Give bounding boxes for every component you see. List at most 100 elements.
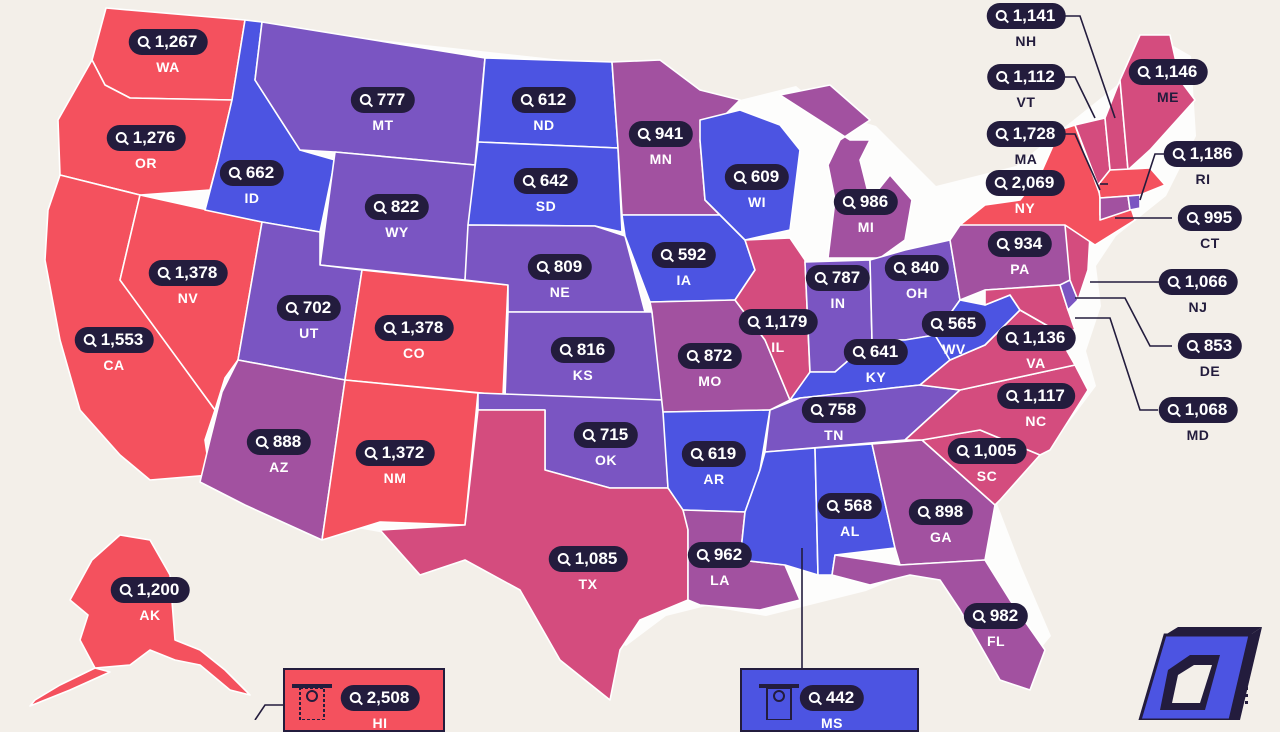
value-pill-ny[interactable]: 2,069 (985, 170, 1065, 196)
marker-mi[interactable]: 986 MI (833, 189, 899, 235)
value-pill-sc[interactable]: 1,005 (947, 438, 1027, 464)
value-pill-id[interactable]: 662 (219, 160, 285, 186)
value-pill-tx[interactable]: 1,085 (548, 546, 628, 572)
value-pill-va[interactable]: 1,136 (996, 325, 1076, 351)
marker-mt[interactable]: 777 MT (350, 87, 416, 133)
value-pill-wv[interactable]: 565 (921, 311, 987, 337)
marker-ga[interactable]: 898 GA (908, 499, 974, 545)
marker-me[interactable]: 1,146 ME (1128, 59, 1208, 105)
marker-tx[interactable]: 1,085 TX (548, 546, 628, 592)
value-pill-mi[interactable]: 986 (833, 189, 899, 215)
value-pill-wy[interactable]: 822 (364, 194, 430, 220)
value-pill-co[interactable]: 1,378 (374, 315, 454, 341)
value-pill-ia[interactable]: 592 (651, 242, 717, 268)
marker-ct[interactable]: 995 CT (1177, 205, 1243, 251)
value-pill-hi[interactable]: 2,508 (340, 685, 420, 711)
marker-mo[interactable]: 872 MO (677, 343, 743, 389)
value-pill-in[interactable]: 787 (805, 265, 871, 291)
marker-pa[interactable]: 934 PA (987, 231, 1053, 277)
marker-mn[interactable]: 941 MN (628, 121, 694, 167)
marker-ny[interactable]: 2,069 NY (985, 170, 1065, 216)
marker-nj[interactable]: 1,066 NJ (1158, 269, 1238, 315)
value-pill-or[interactable]: 1,276 (106, 125, 186, 151)
marker-ks[interactable]: 816 KS (550, 337, 616, 383)
marker-al[interactable]: 568 AL (817, 493, 883, 539)
marker-de[interactable]: 853 DE (1177, 333, 1243, 379)
value-pill-ri[interactable]: 1,186 (1163, 141, 1243, 167)
value-pill-mo[interactable]: 872 (677, 343, 743, 369)
marker-va[interactable]: 1,136 VA (996, 325, 1076, 371)
marker-wa[interactable]: 1,267 WA (128, 29, 208, 75)
marker-vt[interactable]: 1,112 VT (987, 64, 1065, 110)
value-pill-de[interactable]: 853 (1177, 333, 1243, 359)
value-pill-pa[interactable]: 934 (987, 231, 1053, 257)
marker-ne[interactable]: 809 NE (527, 254, 593, 300)
marker-nc[interactable]: 1,117 NC (997, 383, 1075, 429)
value-pill-ky[interactable]: 641 (843, 339, 909, 365)
value-pill-nd[interactable]: 612 (511, 87, 577, 113)
marker-ia[interactable]: 592 IA (651, 242, 717, 288)
state-ri[interactable] (1127, 194, 1141, 211)
marker-wv[interactable]: 565 WV (921, 311, 987, 357)
value-pill-tn[interactable]: 758 (801, 397, 867, 423)
value-pill-la[interactable]: 962 (687, 542, 753, 568)
marker-oh[interactable]: 840 OH (884, 255, 950, 301)
marker-ms[interactable]: 442 MS (799, 685, 865, 731)
marker-ar[interactable]: 619 AR (681, 441, 747, 487)
marker-la[interactable]: 962 LA (687, 542, 753, 588)
value-pill-ks[interactable]: 816 (550, 337, 616, 363)
marker-id[interactable]: 662 ID (219, 160, 285, 206)
value-pill-mn[interactable]: 941 (628, 121, 694, 147)
marker-wi[interactable]: 609 WI (724, 164, 790, 210)
marker-sd[interactable]: 642 SD (513, 168, 579, 214)
marker-sc[interactable]: 1,005 SC (947, 438, 1027, 484)
value-pill-md[interactable]: 1,068 (1158, 397, 1238, 423)
value-pill-wa[interactable]: 1,267 (128, 29, 208, 55)
value-pill-ms[interactable]: 442 (799, 685, 865, 711)
state-tx[interactable] (379, 409, 689, 701)
value-pill-ar[interactable]: 619 (681, 441, 747, 467)
marker-md[interactable]: 1,068 MD (1158, 397, 1238, 443)
value-pill-vt[interactable]: 1,112 (987, 64, 1065, 90)
marker-ut[interactable]: 702 UT (276, 295, 342, 341)
state-fl[interactable] (831, 554, 1046, 691)
marker-in[interactable]: 787 IN (805, 265, 871, 311)
marker-hi[interactable]: 2,508 HI (340, 685, 420, 731)
state-ak[interactable] (69, 534, 251, 696)
value-pill-nv[interactable]: 1,378 (148, 260, 228, 286)
marker-nh[interactable]: 1,141 NH (986, 3, 1066, 49)
value-pill-wi[interactable]: 609 (724, 164, 790, 190)
value-pill-nm[interactable]: 1,372 (355, 440, 435, 466)
value-pill-mt[interactable]: 777 (350, 87, 416, 113)
marker-nd[interactable]: 612 ND (511, 87, 577, 133)
marker-ca[interactable]: 1,553 CA (74, 327, 154, 373)
value-pill-ne[interactable]: 809 (527, 254, 593, 280)
value-pill-fl[interactable]: 982 (963, 603, 1029, 629)
value-pill-ga[interactable]: 898 (908, 499, 974, 525)
value-pill-me[interactable]: 1,146 (1128, 59, 1208, 85)
value-pill-ct[interactable]: 995 (1177, 205, 1243, 231)
value-pill-ok[interactable]: 715 (573, 422, 639, 448)
value-pill-ut[interactable]: 702 (276, 295, 342, 321)
marker-ma[interactable]: 1,728 MA (986, 121, 1066, 167)
value-pill-az[interactable]: 888 (246, 429, 312, 455)
value-pill-ak[interactable]: 1,200 (110, 577, 190, 603)
marker-nv[interactable]: 1,378 NV (148, 260, 228, 306)
marker-ri[interactable]: 1,186 RI (1163, 141, 1243, 187)
marker-tn[interactable]: 758 TN (801, 397, 867, 443)
value-pill-ma[interactable]: 1,728 (986, 121, 1066, 147)
marker-or[interactable]: 1,276 OR (106, 125, 186, 171)
marker-co[interactable]: 1,378 CO (374, 315, 454, 361)
value-pill-il[interactable]: 1,179 (738, 309, 818, 335)
marker-ky[interactable]: 641 KY (843, 339, 909, 385)
marker-ok[interactable]: 715 OK (573, 422, 639, 468)
marker-il[interactable]: 1,179 IL (738, 309, 818, 355)
value-pill-ca[interactable]: 1,553 (74, 327, 154, 353)
value-pill-nj[interactable]: 1,066 (1158, 269, 1238, 295)
value-pill-nh[interactable]: 1,141 (986, 3, 1066, 29)
value-pill-al[interactable]: 568 (817, 493, 883, 519)
value-pill-oh[interactable]: 840 (884, 255, 950, 281)
marker-az[interactable]: 888 AZ (246, 429, 312, 475)
marker-ak[interactable]: 1,200 AK (110, 577, 190, 623)
value-pill-sd[interactable]: 642 (513, 168, 579, 194)
